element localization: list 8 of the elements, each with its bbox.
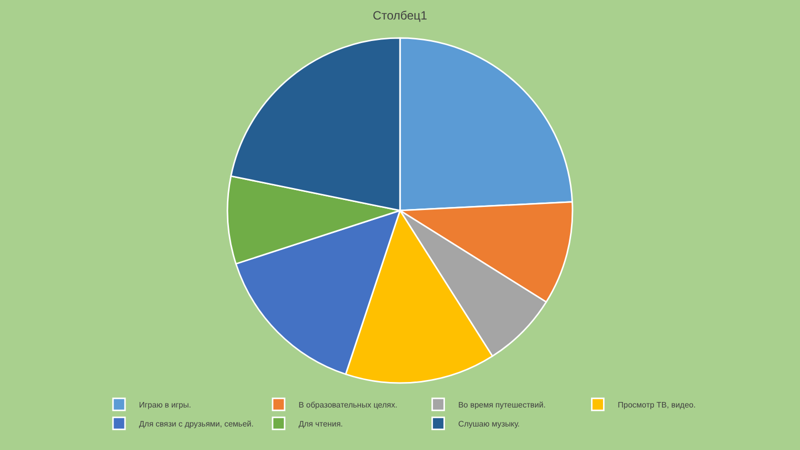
legend-label: Просмотр ТВ, видео.: [618, 400, 696, 410]
legend-label: Для связи с друзьями, семьей.: [139, 420, 254, 429]
chart-title: Столбец1: [372, 8, 428, 23]
legend-label: Для чтения.: [298, 420, 343, 429]
legend-label: В образовательных целях.: [298, 400, 398, 410]
legend-label: Играю в игры.: [139, 400, 192, 410]
legend-label: Слушаю музыку.: [458, 420, 520, 429]
legend-label: Во время путешествий.: [458, 400, 546, 410]
